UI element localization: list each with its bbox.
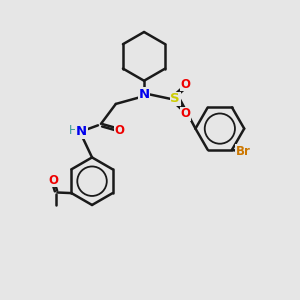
Text: S: S	[170, 92, 180, 105]
Text: O: O	[115, 124, 125, 137]
Text: N: N	[139, 88, 150, 100]
Text: O: O	[181, 107, 191, 120]
Text: Br: Br	[236, 145, 251, 158]
Text: H: H	[69, 124, 78, 137]
Text: O: O	[181, 77, 191, 91]
Text: N: N	[76, 125, 87, 138]
Text: O: O	[49, 173, 58, 187]
